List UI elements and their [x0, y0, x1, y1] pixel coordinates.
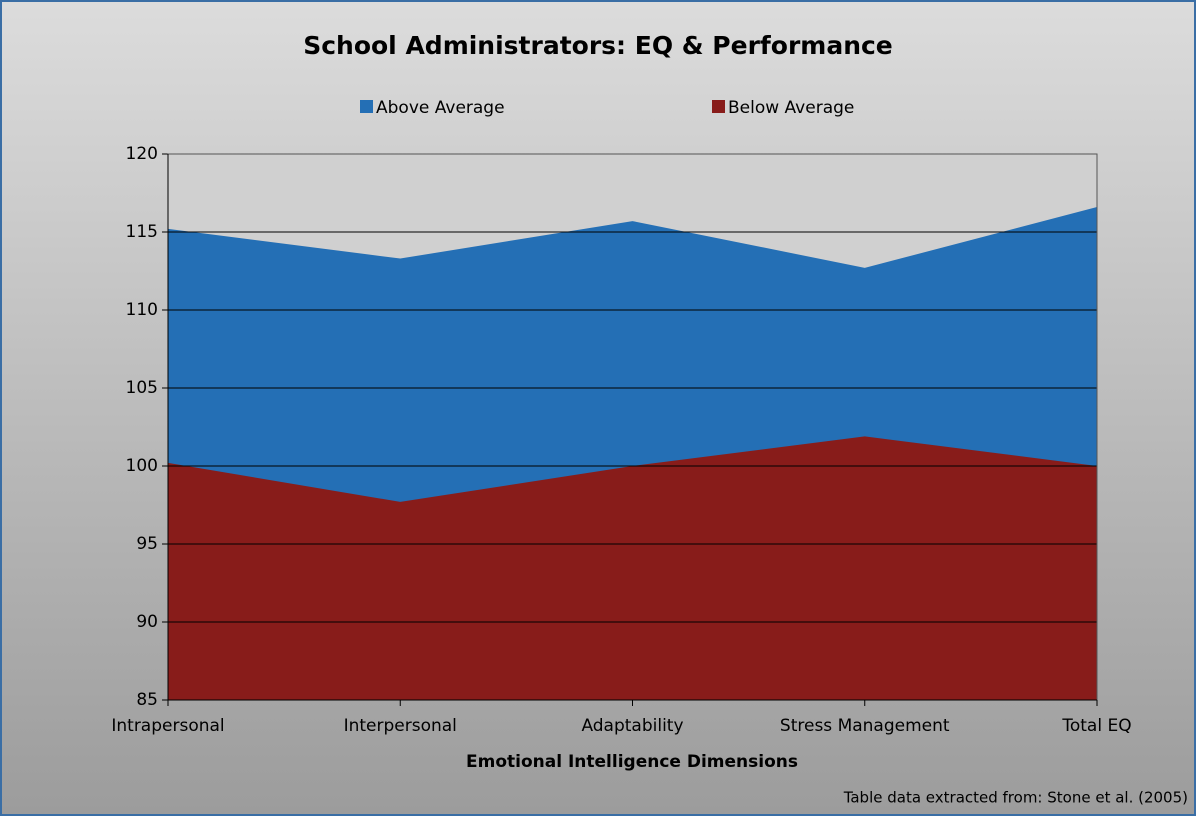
y-tick-label: 115 — [126, 222, 158, 242]
x-axis-label: Emotional Intelligence Dimensions — [466, 752, 798, 772]
x-tick-label: Total EQ — [1061, 716, 1131, 736]
legend-label: Above Average — [376, 98, 505, 118]
y-tick-label: 110 — [126, 300, 158, 320]
source-note: Table data extracted from: Stone et al. … — [843, 789, 1188, 807]
legend-swatch — [360, 100, 373, 113]
y-tick-label: 85 — [136, 690, 158, 710]
x-tick-label: Intrapersonal — [111, 716, 224, 736]
area — [168, 436, 1097, 700]
x-tick-label: Interpersonal — [344, 716, 457, 736]
y-tick-label: 120 — [126, 144, 158, 164]
legend-swatch — [712, 100, 725, 113]
chart-title: School Administrators: EQ & Performance — [303, 31, 893, 60]
y-tick-label: 100 — [126, 456, 158, 476]
x-tick-label: Adaptability — [581, 716, 683, 736]
y-tick-label: 95 — [136, 534, 158, 554]
x-tick-label: Stress Management — [780, 716, 950, 736]
y-tick-label: 90 — [136, 612, 158, 632]
legend-label: Below Average — [728, 98, 854, 118]
y-tick-label: 105 — [126, 378, 158, 398]
